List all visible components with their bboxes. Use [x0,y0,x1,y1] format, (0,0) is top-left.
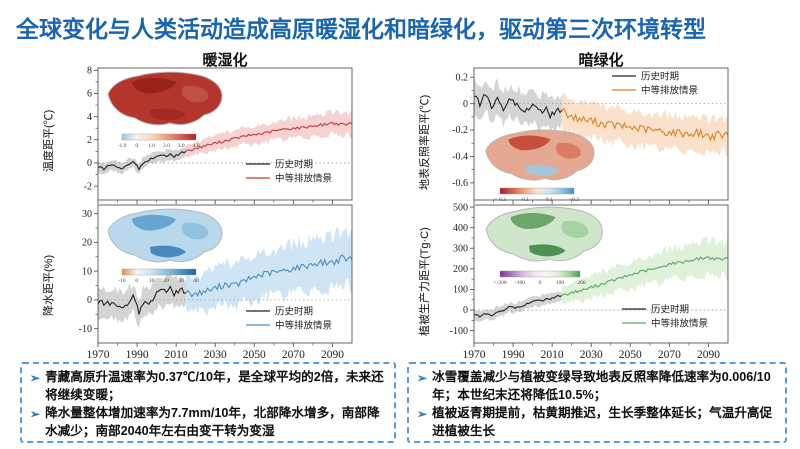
svg-text:<-200: <-200 [493,280,506,286]
note-item: ➢ 青藏高原升温速率为0.37℃/10年，是全球平均的2倍，未来还将继续变暖； [30,369,386,405]
svg-text:>200: >200 [574,280,586,286]
note-item: ➢ 冰雪覆盖减少与植被变绿导致地表反照率降低速率为0.006/10年；本世纪末还… [417,369,777,405]
note-text: 冰雪覆盖减少与植被变绿导致地表反照率降低速率为0.006/10年；本世纪末还将降… [432,370,771,402]
svg-text:100: 100 [556,280,565,286]
svg-text:0: 0 [87,295,92,306]
svg-text:300: 300 [453,243,468,254]
note-item: ➢ 降水量整体增加速率为7.7mm/10年，北部降水增多，南部降水减少；南部20… [30,405,386,441]
svg-text:3.0: 3.0 [178,143,185,149]
y-axis-label-albedo: 地表反照率距平(℃) [419,94,431,190]
y-axis-label-precipitation: 降水距平(%) [43,254,55,316]
svg-text:30: 30 [178,278,184,284]
svg-text:1.0: 1.0 [148,143,155,149]
svg-text:2010: 2010 [541,349,564,361]
svg-text:0: 0 [539,280,542,286]
note-text: 植被返青期提前，枯黄期推迟，生长季整体延长；气温升高促进植被生长 [432,405,773,438]
svg-text:1990: 1990 [502,349,525,361]
svg-text:1990: 1990 [126,349,149,361]
svg-text:0: 0 [463,99,468,110]
vegetation-productivity-chart: <-200 -100 0 100 >200 500 400 300 200 100 0 -100 197… [450,203,729,361]
svg-text:2030: 2030 [204,349,227,361]
warming-wetting-notes: ➢ 青藏高原升温速率为0.37℃/10年，是全球平均的2倍，未来还将继续变暖； … [20,362,396,443]
svg-text:0: 0 [87,158,92,169]
svg-text:-0.4: -0.4 [452,152,468,163]
svg-text:-100: -100 [515,280,525,286]
svg-text:2: 2 [87,135,92,146]
svg-text:2.0: 2.0 [163,143,170,149]
svg-text:2010: 2010 [165,349,188,361]
page-title: 全球变化与人类活动造成高原暖湿化和暗绿化，驱动第三次环境转型 [16,16,706,42]
svg-text:-100: -100 [450,326,468,337]
svg-text:1970: 1970 [87,349,110,361]
svg-text:-1.0: -1.0 [118,143,127,149]
svg-text:1970: 1970 [463,349,486,361]
svg-text:-10: -10 [118,278,126,284]
svg-text:500: 500 [453,203,468,213]
svg-text:0: 0 [135,278,138,284]
svg-text:30: 30 [82,209,92,220]
note-text: 青藏高原升温速率为0.37℃/10年，是全球平均的2倍，未来还将继续变暖； [45,370,384,402]
svg-text:-0.2: -0.2 [452,125,468,136]
svg-text:40: 40 [193,278,199,284]
arrow-bullet-icon: ➢ [417,371,428,385]
svg-text:0: 0 [463,305,468,316]
svg-text:10: 10 [149,278,155,284]
svg-text:中等排放情景: 中等排放情景 [275,320,332,332]
svg-text:20: 20 [82,238,92,249]
svg-text:6: 6 [87,89,92,100]
arrow-bullet-icon: ➢ [30,371,41,385]
y-axis-label-vegetation: 植被生产力距平(Tg·C) [419,227,431,336]
svg-text:历史时期: 历史时期 [641,71,679,83]
svg-text:8: 8 [87,66,92,77]
svg-text:2030: 2030 [580,349,603,361]
column-title-darkening-greening: 暗绿化 [578,52,624,69]
svg-text:2090: 2090 [321,349,344,361]
svg-text:100: 100 [453,285,468,296]
svg-text:20: 20 [164,278,170,284]
svg-text:2050: 2050 [243,349,266,361]
svg-text:2070: 2070 [658,349,681,361]
svg-text:历史时期: 历史时期 [651,304,689,316]
svg-text:历史时期: 历史时期 [275,306,313,318]
svg-text:2070: 2070 [282,349,305,361]
svg-text:-2: -2 [84,181,92,192]
column-title-warming-wetting: 暖湿化 [202,52,248,69]
svg-text:中等排放情景: 中等排放情景 [651,318,708,330]
svg-text:-10: -10 [79,324,92,335]
svg-text:历史时期: 历史时期 [275,159,313,171]
svg-text:中等排放情景: 中等排放情景 [641,85,698,97]
y-axis-label-temperature: 温度距平(℃) [43,109,55,172]
svg-text:2090: 2090 [697,349,720,361]
svg-text:10: 10 [82,266,92,277]
arrow-bullet-icon: ➢ [30,406,41,421]
svg-text:200: 200 [453,264,468,275]
svg-text:-0.6: -0.6 [452,178,468,189]
svg-text:0: 0 [135,143,138,149]
note-text: 降水量整体增加速率为7.7mm/10年，北部降水增多，南部降水减少；南部2040… [45,405,380,438]
arrow-bullet-icon: ➢ [417,406,428,421]
albedo-chart: <-0.3 -0.1 0.1 >0.30.20-0.2-0.4-0.6历史时期中等排放… [452,67,729,204]
darkening-greening-notes: ➢ 冰雪覆盖减少与植被变绿导致地表反照率降低速率为0.006/10年；本世纪末还… [407,362,787,443]
svg-text:4.0: 4.0 [193,143,200,149]
svg-text:0.2: 0.2 [456,72,469,83]
svg-text:2050: 2050 [619,349,642,361]
svg-text:4: 4 [87,112,92,123]
svg-text:中等排放情景: 中等排放情景 [275,173,332,185]
note-item: ➢ 植被返青期提前，枯黄期推迟，生长季整体延长；气温升高促进植被生长 [417,405,777,441]
svg-text:400: 400 [453,223,468,234]
